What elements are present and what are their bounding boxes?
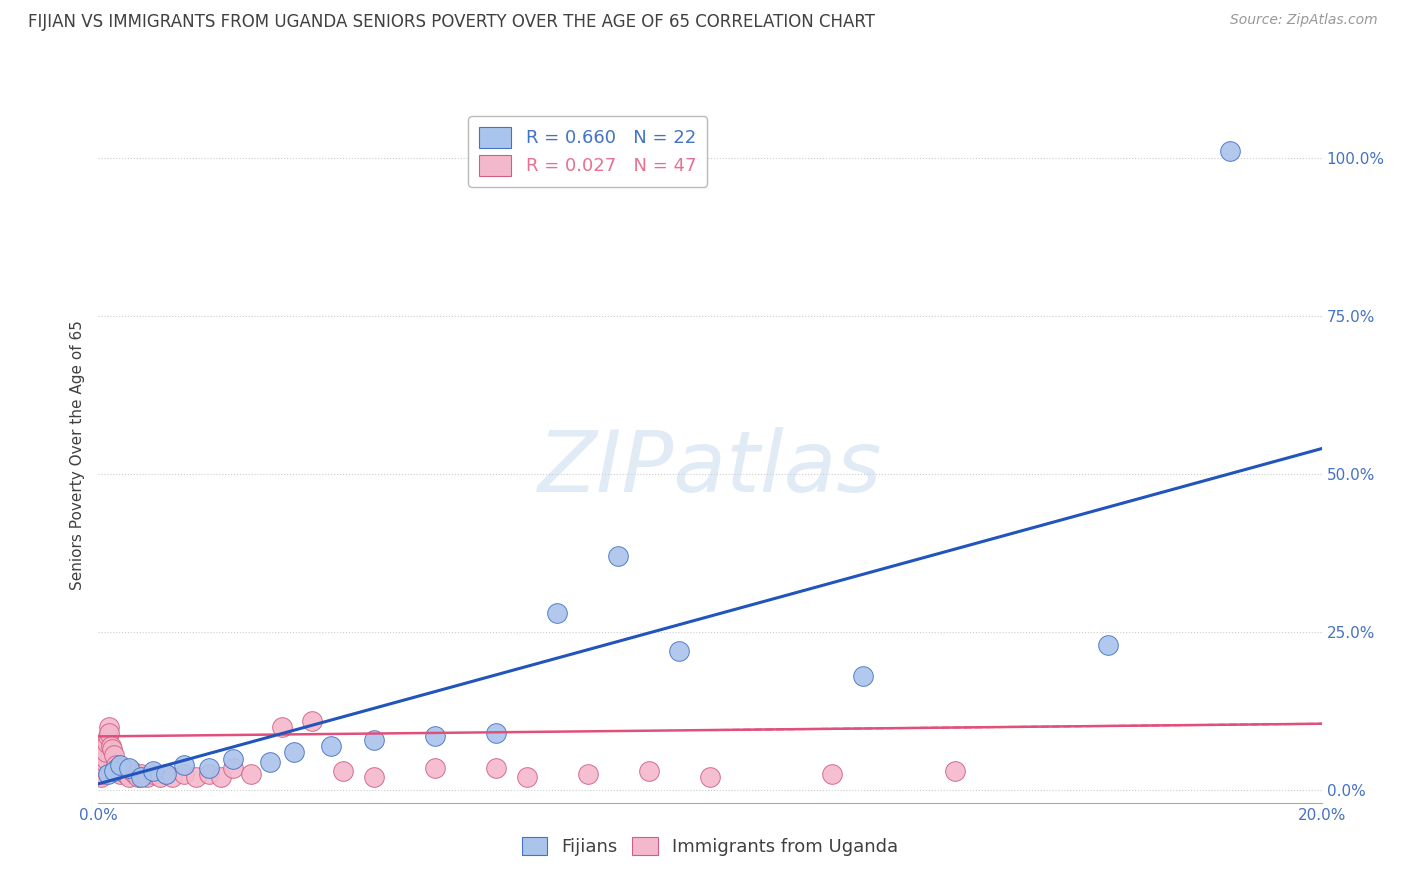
Point bbox=[142, 767, 165, 781]
Point bbox=[160, 771, 183, 785]
Point bbox=[97, 720, 120, 734]
Point bbox=[129, 767, 152, 781]
Point bbox=[186, 771, 208, 785]
Point bbox=[97, 767, 120, 781]
Point bbox=[821, 767, 844, 781]
Point bbox=[283, 745, 305, 759]
Point bbox=[222, 761, 245, 775]
Point bbox=[107, 764, 129, 779]
Point bbox=[197, 761, 219, 775]
Point bbox=[94, 751, 117, 765]
Point bbox=[90, 771, 112, 785]
Point bbox=[118, 771, 141, 785]
Point bbox=[301, 714, 323, 728]
Legend: Fijians, Immigrants from Uganda: Fijians, Immigrants from Uganda bbox=[515, 830, 905, 863]
Point bbox=[93, 755, 115, 769]
Point bbox=[124, 767, 146, 781]
Point bbox=[852, 669, 875, 683]
Point bbox=[240, 767, 263, 781]
Point bbox=[363, 771, 385, 785]
Point bbox=[129, 771, 152, 785]
Point bbox=[101, 742, 124, 756]
Point bbox=[136, 771, 159, 785]
Point bbox=[96, 736, 118, 750]
Point bbox=[118, 761, 141, 775]
Text: FIJIAN VS IMMIGRANTS FROM UGANDA SENIORS POVERTY OVER THE AGE OF 65 CORRELATION : FIJIAN VS IMMIGRANTS FROM UGANDA SENIORS… bbox=[28, 13, 875, 31]
Point bbox=[111, 761, 134, 775]
Point bbox=[332, 764, 354, 779]
Point bbox=[209, 771, 232, 785]
Point bbox=[121, 764, 143, 779]
Point bbox=[100, 739, 122, 753]
Point bbox=[173, 767, 195, 781]
Point bbox=[485, 761, 508, 775]
Point bbox=[108, 757, 131, 772]
Point bbox=[668, 644, 690, 658]
Point bbox=[485, 726, 508, 740]
Point bbox=[97, 730, 120, 744]
Point bbox=[98, 726, 121, 740]
Point bbox=[259, 755, 281, 769]
Point bbox=[546, 606, 568, 620]
Point bbox=[103, 748, 125, 763]
Point bbox=[115, 767, 138, 781]
Point bbox=[127, 771, 149, 785]
Point bbox=[637, 764, 661, 779]
Point bbox=[423, 761, 446, 775]
Point bbox=[222, 751, 245, 765]
Text: ZIPatlas: ZIPatlas bbox=[538, 427, 882, 510]
Point bbox=[142, 764, 165, 779]
Point bbox=[149, 771, 172, 785]
Point bbox=[423, 730, 446, 744]
Point bbox=[93, 761, 115, 775]
Point bbox=[319, 739, 342, 753]
Y-axis label: Seniors Poverty Over the Age of 65: Seniors Poverty Over the Age of 65 bbox=[69, 320, 84, 590]
Point bbox=[576, 767, 599, 781]
Point bbox=[91, 767, 114, 781]
Point bbox=[1219, 145, 1241, 159]
Point bbox=[270, 720, 294, 734]
Point bbox=[197, 767, 219, 781]
Point bbox=[155, 767, 177, 781]
Point bbox=[155, 767, 177, 781]
Point bbox=[96, 745, 118, 759]
Point bbox=[110, 767, 132, 781]
Point bbox=[105, 761, 128, 775]
Point bbox=[607, 549, 630, 563]
Point bbox=[173, 757, 195, 772]
Text: Source: ZipAtlas.com: Source: ZipAtlas.com bbox=[1230, 13, 1378, 28]
Point bbox=[1097, 638, 1119, 652]
Point bbox=[103, 764, 125, 779]
Point bbox=[363, 732, 385, 747]
Point bbox=[699, 771, 721, 785]
Point bbox=[516, 771, 538, 785]
Point bbox=[104, 757, 127, 772]
Point bbox=[943, 764, 966, 779]
